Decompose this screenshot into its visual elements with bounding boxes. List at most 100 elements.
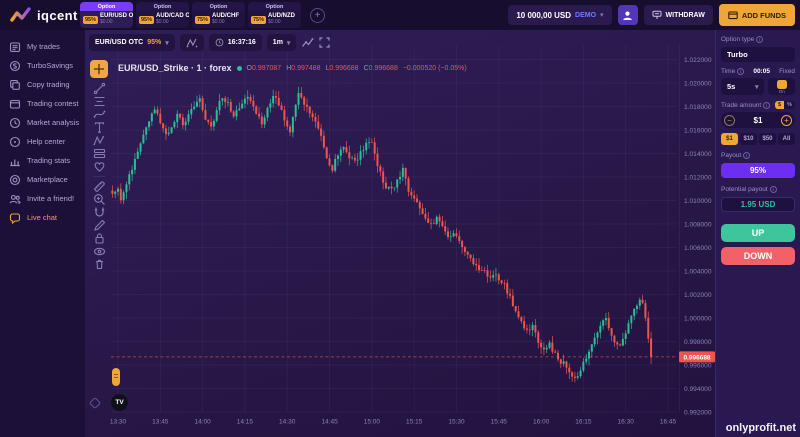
sidebar-item-marketplace[interactable]: Marketplace <box>0 170 85 189</box>
object-tree-icon <box>89 397 101 409</box>
chart-symbol-title: EUR/USD_Strike · 1 · forex <box>118 63 232 73</box>
asset-tab-audnzd[interactable]: Option 75% AUD/NZD $0.00 <box>248 2 301 28</box>
symbol-label: EUR/USD OTC <box>95 39 144 46</box>
quick-amount-50[interactable]: $50 <box>759 133 776 145</box>
sidebar-label: My trades <box>27 42 60 51</box>
up-button[interactable]: UP <box>721 224 795 242</box>
toggle-knob <box>776 79 787 89</box>
quick-amount-10[interactable]: $10 <box>740 133 757 145</box>
low-value: 0.996688 <box>329 64 359 72</box>
zoom-in-tool-button[interactable] <box>93 193 106 206</box>
symbol-selector[interactable]: EUR/USD OTC 95% ▾ <box>89 34 175 51</box>
sidebar-item-my-trades[interactable]: My trades <box>0 37 85 56</box>
svg-text:0.996000: 0.996000 <box>684 362 712 369</box>
zoom-in-icon <box>93 194 105 205</box>
option-type-select[interactable]: Turbo <box>721 47 795 62</box>
tradingview-logo[interactable]: TV <box>111 394 128 411</box>
asset-tab-audchf[interactable]: Option 75% AUD/CHF $0.00 <box>192 2 245 28</box>
clock-value: 16:37:16 <box>227 39 256 46</box>
tab-symbol: AUD/CHF <box>212 13 240 20</box>
chevron-down-icon: ▾ <box>165 39 169 47</box>
object-tree-button[interactable] <box>88 396 102 415</box>
payout-badge: 75% <box>195 15 211 24</box>
forecast-tool-button[interactable] <box>93 147 106 160</box>
chevron-down-icon: ▾ <box>600 12 604 19</box>
down-button[interactable]: DOWN <box>721 247 795 265</box>
emoji-tool-button[interactable] <box>93 160 106 173</box>
sidebar-item-invite-friend[interactable]: Invite a friend! <box>0 189 85 208</box>
add-asset-button[interactable]: + <box>310 7 325 23</box>
user-profile-button[interactable] <box>617 5 638 25</box>
sidebar-item-trading-stats[interactable]: Trading stats <box>0 151 85 170</box>
card-icon <box>728 10 738 19</box>
indicators-button[interactable] <box>179 34 204 51</box>
unit-percent[interactable]: % <box>784 101 795 109</box>
symbol-payout: 95% <box>147 39 162 46</box>
trade-panel-handle[interactable] <box>112 368 120 386</box>
candlestick-chart-canvas[interactable]: 13:30 13:45 14:00 14:15 14:30 14:45 15:00 15:15… <box>85 30 715 437</box>
tab-amount: $0.00 <box>212 19 225 26</box>
high-value: 0.997488 <box>291 64 321 72</box>
payout-value-button[interactable]: 95% <box>721 163 795 178</box>
ruler-icon <box>93 181 105 192</box>
quick-amount-1[interactable]: $1 <box>721 133 738 145</box>
brush-tool-button[interactable] <box>93 108 106 121</box>
trendline-tool-button[interactable] <box>93 82 106 95</box>
sidebar-item-copy-trading[interactable]: Copy trading <box>0 75 85 94</box>
hide-drawings-button[interactable] <box>93 245 106 258</box>
text-tool-button[interactable] <box>93 121 106 134</box>
marketplace-icon <box>9 174 21 185</box>
toggle-state-label: On <box>778 88 785 94</box>
user-icon <box>623 11 632 20</box>
sidebar-item-help-center[interactable]: Help center <box>0 132 85 151</box>
forecast-icon <box>93 148 105 159</box>
quick-amount-all[interactable]: All <box>778 133 795 145</box>
crosshair-icon <box>93 63 105 75</box>
unit-dollar[interactable]: $ <box>775 101 785 109</box>
pattern-tool-button[interactable] <box>92 134 106 147</box>
fullscreen-button[interactable] <box>319 37 331 48</box>
chart-style-button[interactable] <box>301 37 314 48</box>
sidebar-item-trading-contest[interactable]: Trading contest <box>0 94 85 113</box>
open-label: O <box>246 64 252 72</box>
interval-selector[interactable]: 1m ▾ <box>266 34 297 51</box>
svg-text:15:30: 15:30 <box>448 419 465 426</box>
increase-amount-button[interactable]: + <box>781 114 792 126</box>
withdraw-button[interactable]: WITHDRAW <box>643 5 713 25</box>
svg-text:16:30: 16:30 <box>618 419 635 426</box>
drawing-mode-button[interactable] <box>93 219 106 232</box>
svg-text:15:00: 15:00 <box>364 419 381 426</box>
decrease-amount-button[interactable]: − <box>724 114 735 126</box>
heart-icon <box>94 162 104 172</box>
amount-stepper: − $1 + <box>721 112 795 128</box>
balance-amount: 10 000,00 USD <box>516 10 572 20</box>
sidebar-item-market-analysis[interactable]: Market analysis <box>0 113 85 132</box>
magnet-tool-button[interactable] <box>93 206 106 219</box>
sidebar-item-live-chat[interactable]: Live chat <box>0 208 85 227</box>
clock-icon <box>9 117 21 128</box>
payout-badge: 95% <box>83 15 99 24</box>
sidebar-item-turbosavings[interactable]: TurboSavings <box>0 56 85 75</box>
lock-icon <box>94 233 104 244</box>
amount-unit-switch[interactable]: $ % <box>775 101 795 109</box>
high-label: H <box>286 64 292 72</box>
chevron-down-icon: ▾ <box>286 39 291 47</box>
measure-tool-button[interactable] <box>93 180 106 193</box>
sidebar-label: Invite a friend! <box>27 194 75 203</box>
line-chart-icon <box>302 38 314 47</box>
add-funds-button[interactable]: ADD FUNDS <box>718 4 795 26</box>
crosshair-tool-button[interactable] <box>90 60 108 78</box>
duration-select[interactable]: 5s ▾ <box>721 78 765 95</box>
logo[interactable]: iqcent <box>0 6 80 24</box>
info-icon: i <box>756 36 764 43</box>
svg-text:13:30: 13:30 <box>110 419 127 426</box>
asset-tab-audcad[interactable]: Option 95% AUD/CAD OTC $0.00 <box>136 2 189 28</box>
asset-tab-eurusd[interactable]: Option 95% EUR/USD OTC $0.00 <box>80 2 133 28</box>
balance-selector[interactable]: 10 000,00 USD DEMO ▾ <box>508 5 612 25</box>
tab-type-label: Option <box>80 2 133 11</box>
chart-area: 13:30 13:45 14:00 14:15 14:30 14:45 15:00 15:15… <box>85 30 715 437</box>
fib-tool-button[interactable] <box>93 95 106 108</box>
remove-drawings-button[interactable] <box>93 258 106 271</box>
fixed-toggle[interactable]: On <box>768 78 795 95</box>
lock-drawings-button[interactable] <box>93 232 106 245</box>
